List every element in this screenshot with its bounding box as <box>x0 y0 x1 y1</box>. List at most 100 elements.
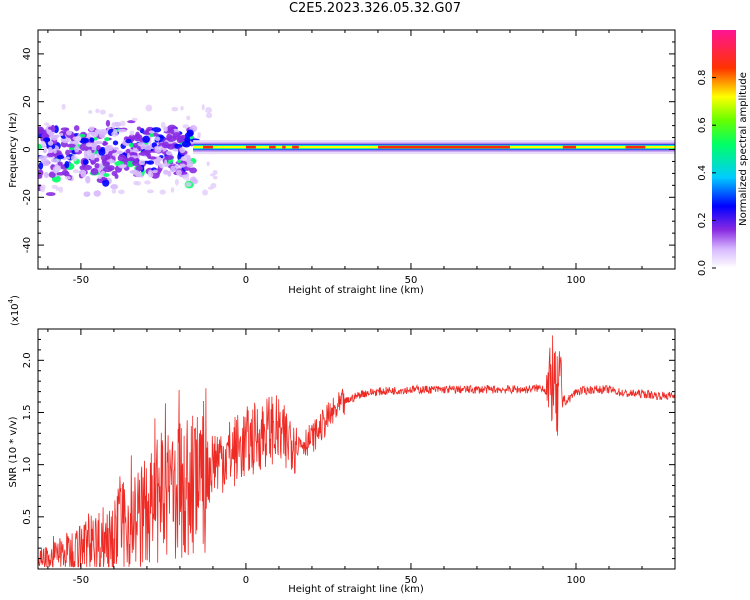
spectrogram-cell <box>99 109 106 115</box>
spectrogram-cell <box>50 158 60 163</box>
spectrogram-cell <box>116 150 124 155</box>
colorbar-tick-label: 0.0 <box>697 260 708 276</box>
spectrogram-cell <box>54 165 61 172</box>
spectrogram-cell <box>97 174 103 180</box>
spectrogram-cell <box>105 119 111 127</box>
spectrogram-cell <box>85 142 92 148</box>
colorbar-tick-label: 0.8 <box>697 70 708 86</box>
spectrogram-cell <box>78 169 87 175</box>
spectrogram-cell <box>58 186 64 193</box>
spectrogram-cell <box>205 107 213 114</box>
spectrogram-cell <box>158 147 164 151</box>
spectrogram-cell <box>102 179 110 187</box>
spectrogram-cell <box>131 117 138 122</box>
spectrogram-cell <box>180 105 184 111</box>
spectrogram-cell <box>61 103 66 110</box>
spectrogram-xtick-label: 100 <box>566 275 585 286</box>
spectrogram-x-ticks: -50 0 50 100 <box>47 30 676 286</box>
spectrogram-ytick-label: 0 <box>22 146 33 152</box>
spectrogram-cell <box>149 133 155 138</box>
spectrogram-cell <box>146 189 154 194</box>
spectrogram-cell <box>212 175 218 180</box>
spectrogram-ytick-label: -20 <box>22 189 33 205</box>
snr-xtick-label: 50 <box>405 575 418 586</box>
snr-ytick-label: 1.5 <box>22 405 33 421</box>
spectrogram-cell <box>85 175 91 184</box>
spectrogram-cell <box>50 124 56 133</box>
spectrogram-cell <box>43 172 49 179</box>
spectrogram-cell <box>65 156 70 160</box>
spectrogram-cell <box>89 137 95 143</box>
spectrogram-cell <box>174 164 179 169</box>
spectrogram-cell <box>185 175 190 182</box>
colorbar-label: Normalized spectral amplitude <box>738 72 749 226</box>
snr-xtick-label: 0 <box>243 575 249 586</box>
spectrogram-cell <box>148 156 157 160</box>
spectrogram-cell <box>90 160 95 165</box>
spectrogram-cell <box>66 143 76 148</box>
spectrogram-cell <box>73 125 80 132</box>
spectrogram-cell <box>138 159 146 166</box>
spectrogram-cell <box>48 171 56 178</box>
spectrogram-cell <box>172 132 181 138</box>
spectrogram-cell <box>72 169 80 174</box>
spectrogram-cell <box>38 155 47 160</box>
spectrogram-cell <box>170 128 175 135</box>
spectrogram-cell <box>75 135 81 140</box>
spectrogram-cell <box>128 151 138 156</box>
spectrogram-cell <box>132 160 140 167</box>
spectrogram-cell <box>103 173 110 177</box>
spectrogram-cell <box>160 121 166 129</box>
spectrogram-peak <box>282 145 286 149</box>
spectrogram-ytick-label: 20 <box>22 95 33 108</box>
spectrogram-cell <box>48 146 53 153</box>
spectrogram-cell <box>46 152 55 158</box>
spectrogram-peak <box>377 145 510 149</box>
spectrogram-cell <box>177 159 182 164</box>
spectrogram-cell <box>64 160 70 169</box>
spectrogram-heatmap <box>38 103 675 198</box>
spectrogram-cell <box>47 140 54 146</box>
spectrogram-cell <box>102 140 108 146</box>
spectrogram-cell <box>207 186 214 190</box>
spectrogram-cell <box>186 129 194 137</box>
colorbar-tick-label: 0.2 <box>697 212 708 228</box>
spectrogram-cell <box>142 135 151 143</box>
spectrogram-cell <box>129 169 140 174</box>
spectrogram-cell <box>55 186 60 191</box>
spectrogram-cell <box>201 104 205 111</box>
spectrogram-ytick-label: 40 <box>22 48 33 61</box>
snr-multiplier-exp: 4 <box>7 298 15 303</box>
spectrogram-peak <box>269 145 276 149</box>
spectrogram-cell <box>133 133 143 142</box>
spectrogram-cell <box>170 187 175 193</box>
snr-xlabel: Height of straight line (km) <box>288 584 424 595</box>
svg-text:(x104): (x104) <box>7 295 21 326</box>
spectrogram-cell <box>112 140 119 146</box>
snr-ylabel: SNR (10 * v/v) <box>8 416 19 487</box>
spectrogram-cell <box>113 147 119 151</box>
spectrogram-cell <box>47 133 54 138</box>
snr-multiplier: (x104) <box>7 295 21 326</box>
spectrogram-cell <box>164 159 168 165</box>
spectrogram-xtick-label: 50 <box>405 275 418 286</box>
spectrogram-cell <box>40 184 46 191</box>
spectrogram-xtick-label: -50 <box>73 275 89 286</box>
snr-ytick-label: 2.0 <box>22 352 33 368</box>
spectrogram-cell <box>56 172 65 176</box>
spectrogram-cell <box>191 178 199 185</box>
spectrogram-ylabel: Frequency (Hz) <box>8 112 19 188</box>
spectrogram-cell <box>93 136 98 141</box>
spectrogram-cell <box>182 124 190 129</box>
snr-frame <box>37 328 676 570</box>
spectrogram-panel: -50 0 50 100 -40 -20 0 20 40 Height of straight… <box>8 29 676 296</box>
spectrogram-cell <box>120 120 126 127</box>
spectrogram-cell <box>45 192 56 197</box>
spectrogram-xtick-label: 0 <box>243 275 249 286</box>
colorbar-tick-label: 0.6 <box>697 117 708 133</box>
spectrogram-cell <box>91 132 99 138</box>
spectrogram-cell <box>185 182 192 187</box>
spectrogram-cell <box>212 170 218 176</box>
spectrogram-cell <box>90 168 99 175</box>
